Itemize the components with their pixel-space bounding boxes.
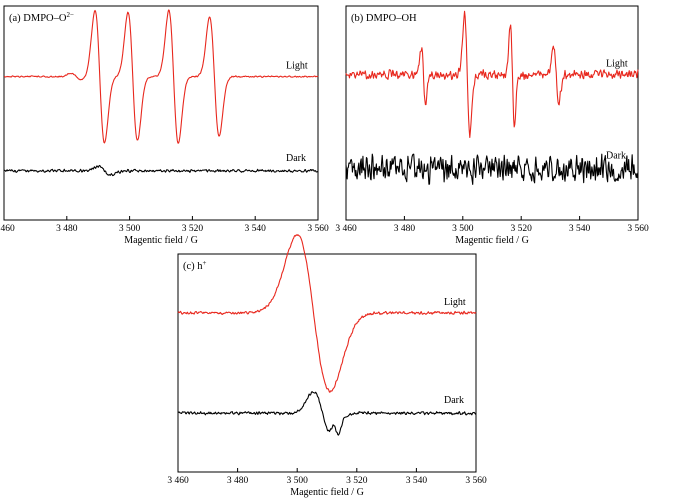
panel-c-label-main: (c) h: [183, 261, 203, 272]
panel-a-series: [3, 9, 319, 177]
panel-c-xtick-label: 3 460: [167, 476, 189, 486]
panel-a-label-main: (a) DMPO–O: [9, 13, 67, 24]
panel-a-dark-trace: [3, 164, 319, 177]
panel-b-light-trace: [345, 10, 639, 139]
panel-c-xlabel: Magentic field / G: [290, 487, 364, 498]
panel-c-light-label: Light: [444, 297, 466, 308]
panel-c-xtick-label: 3 480: [227, 476, 249, 486]
panel-b-series: [345, 10, 639, 185]
panel-b-ticks: 3 460 3 480 3 500 3 520 3 540 3 560: [335, 216, 649, 234]
panel-b-label-main: (b) DMPO–OH: [351, 13, 417, 24]
panel-b-xtick-label: 3 500: [452, 224, 474, 234]
panel-c-dark-trace: [177, 391, 477, 436]
panel-c-light-trace: [177, 234, 477, 393]
panel-a-label-sup: 2−: [66, 11, 74, 19]
panel-c: 3 460 3 480 3 500 3 520 3 540 3 560 (c) h+ Li…: [167, 234, 487, 498]
panel-a-xtick-label: 3 500: [119, 224, 141, 234]
panel-b-light-label: Light: [606, 58, 628, 69]
panel-c-label-sup: +: [203, 259, 207, 267]
panel-b-label: (b) DMPO–OH: [351, 13, 417, 24]
panel-b-xtick-label: 3 520: [511, 224, 533, 234]
panel-b: 3 460 3 480 3 500 3 520 3 540 3 560 (b) DMPO–…: [335, 5, 649, 246]
panel-c-frame: [177, 253, 477, 473]
panel-c-xtick-label: 3 500: [287, 476, 309, 486]
panel-c-ticks: 3 460 3 480 3 500 3 520 3 540 3 560: [167, 468, 487, 486]
panel-b-xlabel: Magentic field / G: [455, 235, 529, 246]
panel-b-dark-label: Dark: [606, 151, 626, 162]
panel-b-frame: [345, 5, 639, 221]
panel-a-xtick-label: 3 560: [307, 224, 329, 234]
panel-a-xtick-label: 3 460: [0, 224, 15, 234]
panel-c-xtick-label: 3 540: [406, 476, 428, 486]
panel-a-light-label: Light: [286, 61, 308, 72]
panel-b-xtick-label: 3 480: [394, 224, 416, 234]
panel-a-label: (a) DMPO–O2−: [9, 11, 74, 24]
panel-b-xtick-label: 3 540: [569, 224, 591, 234]
panel-a-dark-label: Dark: [286, 153, 306, 164]
panel-c-label: (c) h+: [183, 259, 207, 272]
panel-a: 3 460 3 480 3 500 3 520 3 540 3 560 (a) DMPO–…: [0, 5, 329, 246]
panel-b-xtick-label: 3 460: [335, 224, 357, 234]
panel-a-frame: [3, 5, 319, 221]
panel-a-xtick-label: 3 520: [182, 224, 204, 234]
panel-a-xtick-label: 3 480: [56, 224, 78, 234]
panel-b-dark-trace: [345, 153, 639, 185]
panel-c-dark-label: Dark: [444, 395, 464, 406]
panel-a-xlabel: Magentic field / G: [124, 235, 198, 246]
panel-c-xtick-label: 3 560: [465, 476, 487, 486]
panel-c-series: [177, 234, 477, 436]
panel-c-xtick-label: 3 520: [346, 476, 368, 486]
panel-a-light-trace: [3, 9, 319, 144]
panel-a-ticks: 3 460 3 480 3 500 3 520 3 540 3 560: [0, 216, 329, 234]
panel-b-xtick-label: 3 560: [627, 224, 649, 234]
panel-a-xtick-label: 3 540: [245, 224, 267, 234]
